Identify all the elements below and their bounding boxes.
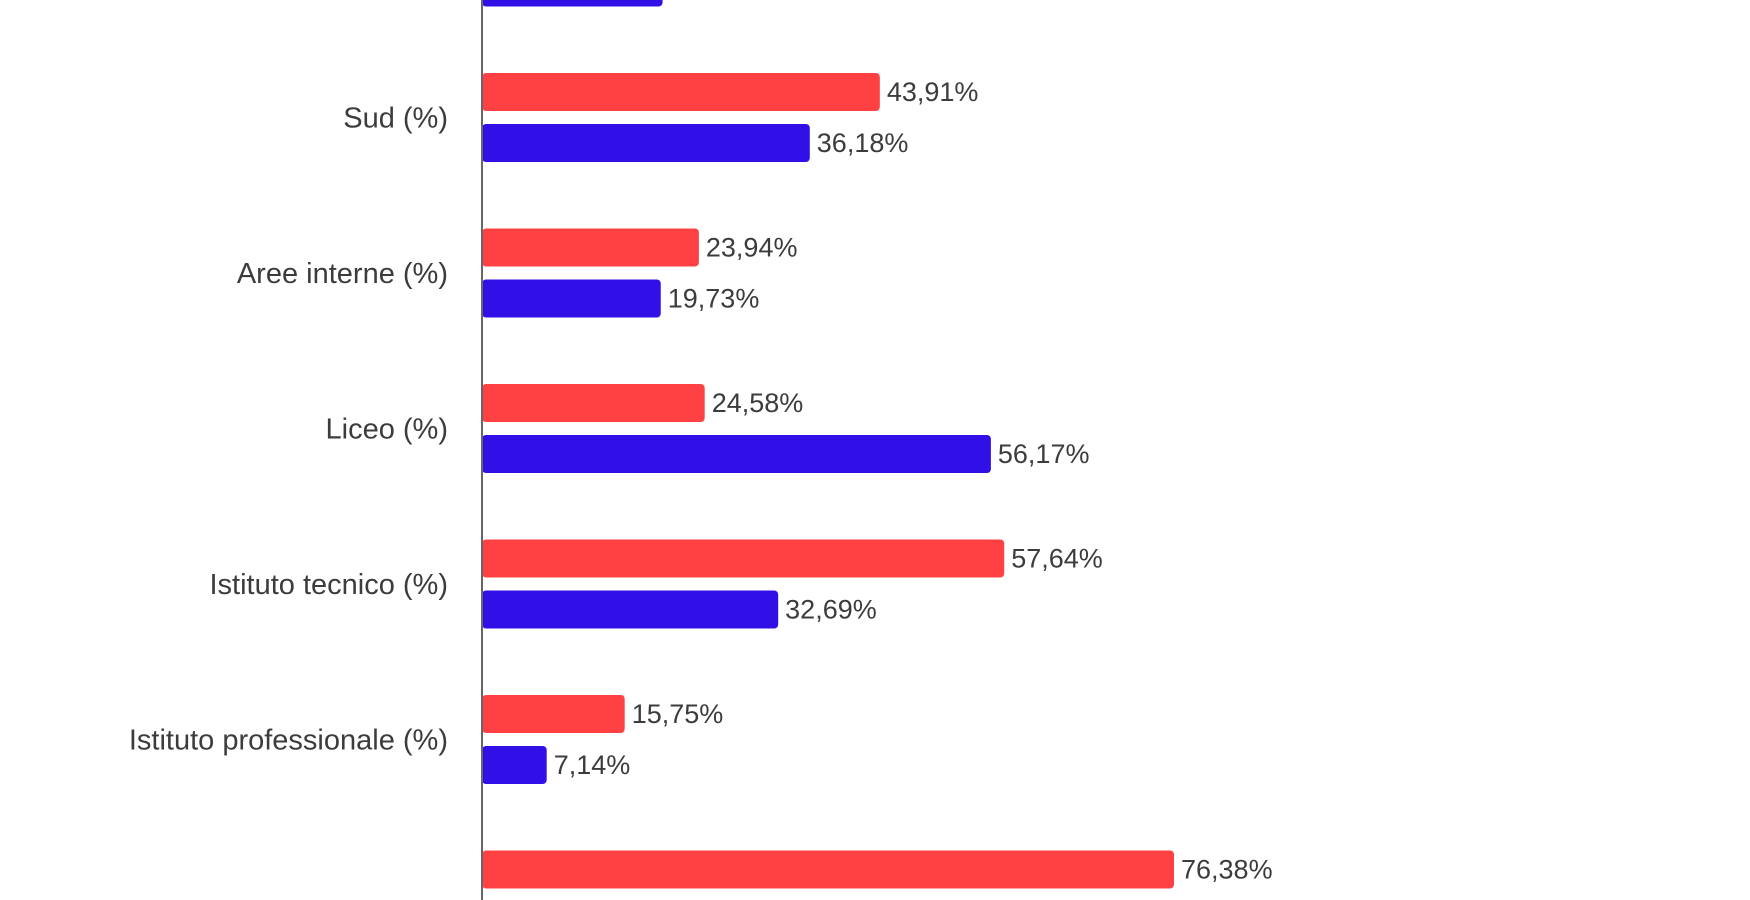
bar-series-2 — [482, 0, 663, 7]
data-label: 19,73% — [668, 284, 760, 314]
bar-series-1 — [482, 228, 699, 267]
data-label: 19,93% — [670, 0, 762, 3]
category-label: Istituto professionale (%) — [129, 725, 448, 757]
bar-series-2 — [482, 590, 779, 629]
category-label: Istituto tecnico (%) — [209, 569, 448, 601]
data-label: 43,91% — [887, 77, 979, 107]
data-label: 7,14% — [554, 750, 631, 780]
data-label: 15,75% — [632, 699, 724, 729]
data-label: 32,69% — [785, 595, 877, 625]
category-label: Sud (%) — [343, 103, 448, 135]
data-label: 57,64% — [1011, 544, 1103, 574]
data-label: 23,94% — [706, 233, 798, 263]
bar-series-1 — [482, 850, 1175, 889]
bar-series-2 — [482, 746, 547, 784]
data-label: 56,17% — [998, 439, 1090, 469]
bar-series-1 — [482, 384, 705, 422]
bar-series-1 — [482, 695, 625, 733]
bar-series-1 — [482, 73, 880, 111]
bar-series-2 — [482, 279, 661, 318]
bars-layer — [482, 0, 1175, 889]
category-label: Aree interne (%) — [237, 258, 448, 290]
bar-series-2 — [482, 124, 810, 162]
bar-series-2 — [482, 435, 991, 473]
data-label: 36,18% — [817, 128, 909, 158]
category-label: Liceo (%) — [326, 414, 449, 446]
labels-layer: 19,93% Sud (%) 43,91% 36,18% Aree interne (%… — [129, 0, 1273, 885]
data-label: 76,38% — [1181, 855, 1273, 885]
data-label: 24,58% — [712, 388, 804, 418]
bar-series-1 — [482, 539, 1005, 578]
